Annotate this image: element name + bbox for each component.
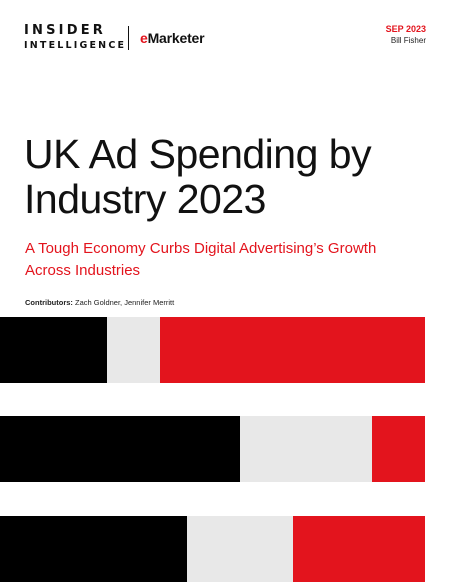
bar-1-grey-segment — [107, 317, 160, 383]
bar-1-black-segment — [0, 317, 107, 383]
decorative-bar-3 — [0, 516, 425, 582]
emarketer-logo: eMarketer — [140, 30, 205, 46]
logo-line-insider: INSIDER — [24, 23, 106, 38]
bar-2-grey-segment — [240, 416, 372, 482]
report-author: Bill Fisher — [390, 36, 426, 45]
emarketer-wordmark: Marketer — [147, 30, 205, 46]
report-title: UK Ad Spending by Industry 2023 — [24, 131, 372, 222]
decorative-bar-1 — [0, 317, 425, 383]
bar-3-red-segment — [293, 516, 425, 582]
contributors-names: Zach Goldner, Jennifer Merritt — [75, 298, 175, 307]
logo-divider — [128, 26, 129, 50]
bar-2-red-segment — [372, 416, 425, 482]
report-subtitle: A Tough Economy Curbs Digital Advertisin… — [25, 240, 377, 279]
insider-intelligence-logo: INSIDER INTELLIGENCE — [24, 24, 126, 52]
bar-1-red-segment — [160, 317, 425, 383]
emarketer-e-mark: e — [140, 30, 148, 46]
contributors-label: Contributors: — [25, 298, 73, 307]
bar-3-grey-segment — [187, 516, 293, 582]
bar-3-black-segment — [0, 516, 187, 582]
decorative-bar-2 — [0, 416, 425, 482]
logo-line-intelligence: INTELLIGENCE — [24, 40, 127, 51]
contributors-line: Contributors: Zach Goldner, Jennifer Mer… — [25, 298, 174, 307]
report-date: SEP 2023 — [385, 24, 426, 34]
bar-2-black-segment — [0, 416, 240, 482]
